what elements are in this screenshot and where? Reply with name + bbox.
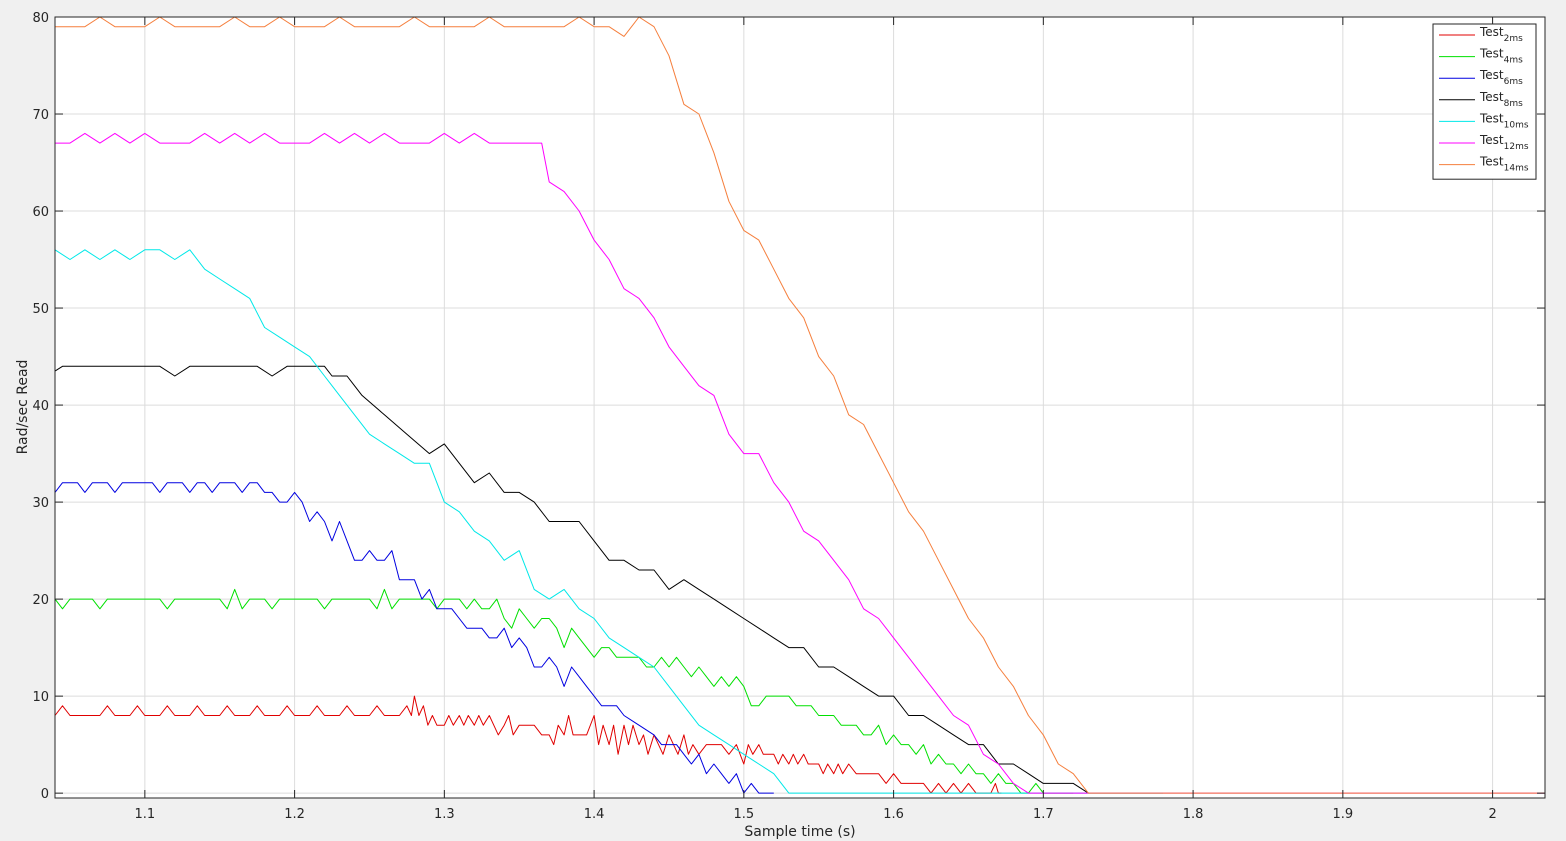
grid: [55, 16, 1545, 798]
series-line-2ms: [54, 695, 1002, 794]
y-axis-label: Rad/sec Read: [15, 360, 31, 455]
series-line-4ms: [54, 588, 1074, 794]
series-line-12ms: [55, 132, 1545, 794]
x-tick-label: 1.1: [135, 807, 156, 822]
legend-entry-10ms: Test10ms: [1479, 111, 1529, 130]
y-tick-label: 40: [32, 399, 49, 414]
y-tick-label: 30: [32, 496, 49, 511]
x-tick-label: 1.5: [734, 807, 755, 822]
legend-entry-6ms: Test6ms: [1479, 68, 1523, 87]
legend-entry-2ms: Test2ms: [1479, 25, 1523, 44]
y-tick-label: 80: [32, 11, 49, 26]
y-tick-label: 10: [32, 690, 49, 705]
series-line-8ms: [54, 365, 1089, 794]
ticks: 1.1 1.2 1.3 1.4 1.5 1.6 1.7 1.8 1.9 2010203040506…: [32, 11, 1545, 822]
plot-frame: [54, 16, 1546, 799]
y-tick-label: 70: [32, 108, 49, 123]
x-tick-label: 1.8: [1183, 807, 1204, 822]
x-tick-label: 1.3: [434, 807, 455, 822]
x-tick-label: 2: [1488, 807, 1496, 822]
x-tick-label: 1.4: [584, 807, 605, 822]
series-line-14ms: [55, 16, 1545, 794]
plot-area: [55, 17, 1545, 798]
x-tick-label: 1.9: [1332, 807, 1353, 822]
series-line-10ms: [54, 249, 1164, 794]
y-tick-label: 50: [32, 302, 49, 317]
legend-entry-8ms: Test8ms: [1479, 90, 1523, 109]
legend: Test2ms Test4ms Test6ms Test8ms Test10ms Test…: [1432, 23, 1537, 180]
legend-entry-4ms: Test4ms: [1479, 47, 1523, 66]
y-tick-label: 20: [32, 593, 49, 608]
x-tick-label: 1.6: [883, 807, 904, 822]
x-tick-label: 1.2: [284, 807, 305, 822]
y-tick-label: 60: [32, 205, 49, 220]
series-line-6ms: [54, 482, 774, 794]
x-axis-label: Sample time (s): [744, 824, 855, 840]
series-layer: [54, 16, 1545, 794]
legend-entry-14ms: Test14ms: [1479, 155, 1529, 174]
y-tick-label: 0: [41, 787, 49, 802]
legend-box: [1432, 23, 1537, 180]
legend-entry-12ms: Test12ms: [1479, 133, 1529, 152]
x-tick-label: 1.7: [1033, 807, 1054, 822]
